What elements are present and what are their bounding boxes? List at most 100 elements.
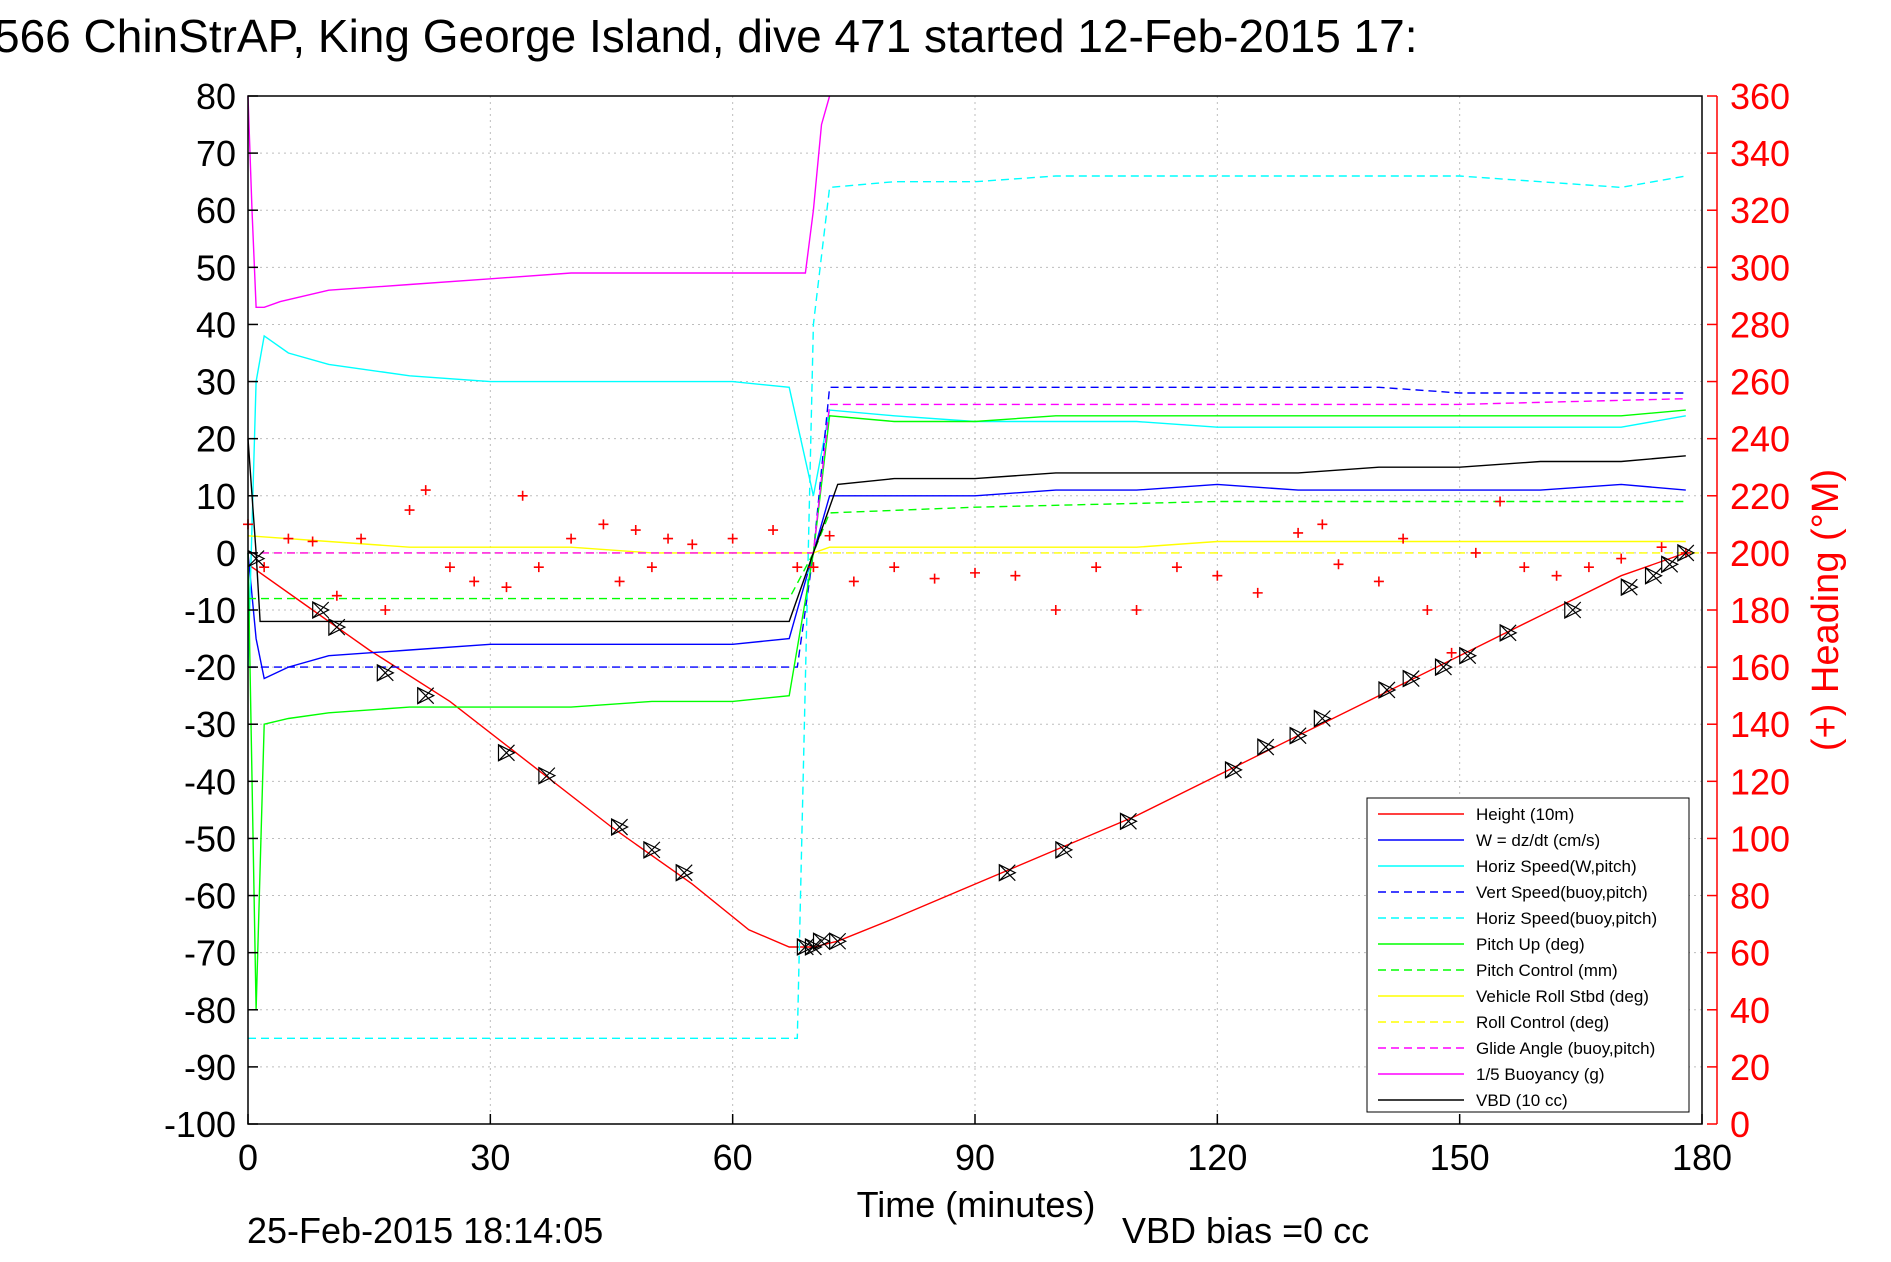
y-right-tick-label-5: 260 [1730,362,1790,403]
y-left-tick-label-16: -80 [184,990,236,1031]
x-tick-label-5: 150 [1430,1137,1490,1178]
heading-point-27 [889,562,900,573]
legend-label-4: Horiz Speed(buoy,pitch) [1476,909,1657,928]
depth-marker-12 [812,932,831,951]
heading-point-32 [1091,562,1102,573]
y-left-tick-label-15: -70 [184,933,236,974]
legend-label-3: Vert Speed(buoy,pitch) [1476,883,1648,902]
y-right-tick-label-17: 20 [1730,1047,1770,1088]
depth-marker-18 [1257,738,1276,757]
heading-point-31 [1050,605,1061,615]
depth-marker-27 [1620,578,1639,597]
depth-marker-25 [1499,623,1518,642]
depth-marker-3 [376,663,395,682]
y-right-tick-label-12: 120 [1730,761,1790,802]
series-heading [243,485,1691,658]
series-height-10m [247,552,1687,948]
heading-point-34 [1171,562,1182,573]
depth-marker-16 [1119,812,1138,831]
legend-label-11: VBD (10 cc) [1476,1091,1568,1110]
y-right-tick-label-6: 240 [1730,419,1790,460]
series-w-dz-dt-cm-s [247,483,1686,680]
y-right-tick-label-1: 340 [1730,133,1790,174]
heading-point-46 [1519,562,1530,573]
heading-point-39 [1333,559,1344,570]
depth-marker-14 [998,863,1017,882]
x-tick-label-1: 30 [470,1137,510,1178]
heading-point-36 [1252,587,1263,598]
y-left-tick-label-8: 0 [216,533,236,574]
heading-point-42 [1422,605,1433,615]
series-horiz-speed-buoy-pitch [248,175,1686,1040]
x-tick-label-6: 180 [1672,1137,1732,1178]
legend-items: Height (10m) W = dz/dt (cm/s) Horiz Speed(… [1378,805,1657,1110]
heading-point-4 [331,590,342,601]
depth-marker-23 [1434,658,1453,677]
y-left-tick-label-0: 80 [196,76,236,117]
heading-point-6 [380,605,391,615]
y-axis-right-label: (+) Heading (°M) [1805,469,1847,751]
y-left-tick-label-10: -20 [184,647,236,688]
x-axis-label: Time (minutes) [857,1184,1096,1225]
footer-vbd-bias: VBD bias =0 cc [1122,1210,1369,1251]
depth-marker-19 [1289,726,1308,745]
heading-point-12 [517,490,528,501]
y-right-tick-label-9: 180 [1730,590,1790,631]
heading-point-45 [1495,496,1506,507]
heading-point-43 [1446,647,1457,658]
heading-point-44 [1470,547,1481,558]
heading-point-10 [469,576,480,587]
depth-marker-8 [643,840,662,859]
y-left-tick-label-7: 10 [196,476,236,517]
heading-point-1 [259,562,270,573]
heading-point-9 [444,562,455,573]
y-right-tick-label-2: 320 [1730,190,1790,231]
y-right-tick-label-8: 200 [1730,533,1790,574]
legend-label-7: Vehicle Roll Stbd (deg) [1476,987,1649,1006]
heading-point-48 [1583,562,1594,573]
y-left-tick-label-6: 20 [196,419,236,460]
heading-point-26 [848,576,859,587]
y-left-tick-label-13: -50 [184,818,236,859]
y-right-tick-label-3: 300 [1730,247,1790,288]
heading-point-37 [1293,527,1304,538]
x-tick-label-2: 60 [713,1137,753,1178]
heading-point-22 [768,525,779,536]
y-left-tick-label-17: -90 [184,1047,236,1088]
heading-point-35 [1212,570,1223,581]
footer-timestamp: 25-Feb-2015 18:14:05 [247,1210,603,1251]
y-left-tick-label-4: 40 [196,304,236,345]
legend-label-9: Glide Angle (buoy,pitch) [1476,1039,1655,1058]
y-left-tick-label-5: 30 [196,362,236,403]
heading-point-11 [501,582,512,593]
y-right-tick-label-4: 280 [1730,304,1790,345]
x-axis: 0 30 60 90 120 150 180 [238,1114,1732,1178]
heading-point-17 [630,525,641,536]
depth-marker-24 [1459,646,1478,665]
series-vert-speed-buoy-pitch [248,386,1686,668]
legend-label-10: 1/5 Buoyancy (g) [1476,1065,1605,1084]
y-left-tick-label-12: -40 [184,761,236,802]
legend-label-6: Pitch Control (mm) [1476,961,1618,980]
depth-marker-1 [312,601,331,619]
y-right-tick-label-14: 80 [1730,876,1770,917]
y-left-tick-label-2: 60 [196,190,236,231]
y-left-tick-label-1: 70 [196,133,236,174]
heading-point-13 [533,562,544,573]
heading-point-18 [646,562,657,573]
heading-point-7 [404,505,415,516]
depth-marker-4 [417,686,436,705]
x-tick-label-3: 90 [955,1137,995,1178]
series-1-5-buoyancy-g [247,95,831,308]
heading-point-40 [1373,576,1384,587]
depth-marker-13 [829,932,848,951]
series-vbd-10-cc [247,438,1686,623]
depth-marker-29 [1661,555,1680,574]
y-left-tick-label-9: -10 [184,590,236,631]
series-horiz-speed-w-pitch [247,334,1686,668]
heading-point-25 [824,530,835,541]
heading-point-30 [1010,570,1021,581]
heading-point-41 [1398,533,1409,544]
y-right-tick-label-13: 100 [1730,818,1790,859]
